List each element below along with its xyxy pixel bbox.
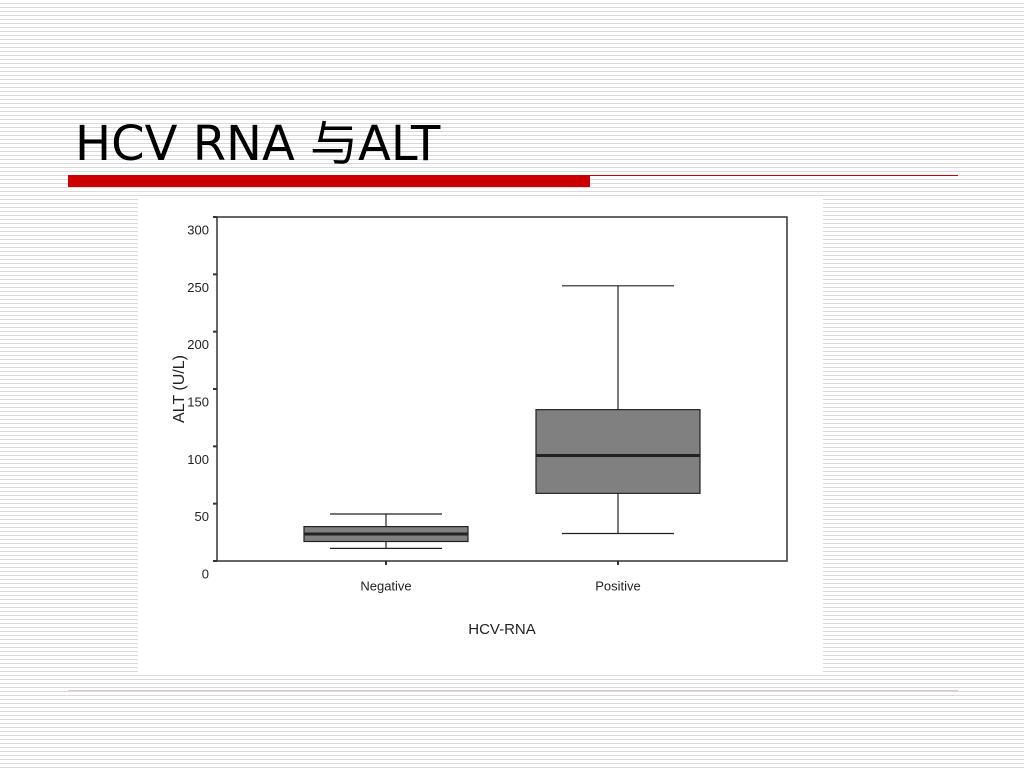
x-tick-label: Positive	[595, 578, 641, 593]
chart-background	[138, 197, 823, 672]
y-tick-label: 50	[195, 509, 209, 524]
slide-title: HCV RNA 与ALT	[75, 116, 441, 172]
y-tick-label: 200	[187, 337, 209, 352]
chart: HCV-RNA ALT (U/L) 0 50 100 150 200 250 300 Nega…	[138, 197, 823, 672]
y-tick-label: 150	[187, 394, 209, 409]
x-tick-label: Negative	[360, 578, 411, 593]
y-axis-label: ALT (U/L)	[171, 355, 188, 423]
x-axis-label: HCV-RNA	[468, 621, 536, 638]
y-tick-label: 0	[202, 566, 209, 581]
y-tick-label: 300	[187, 222, 209, 237]
footer-rule	[68, 690, 958, 691]
title-rule	[590, 175, 958, 176]
title-bar	[68, 175, 590, 187]
y-tick-label: 100	[187, 452, 209, 467]
box	[535, 409, 701, 494]
y-tick-label: 250	[187, 280, 209, 295]
